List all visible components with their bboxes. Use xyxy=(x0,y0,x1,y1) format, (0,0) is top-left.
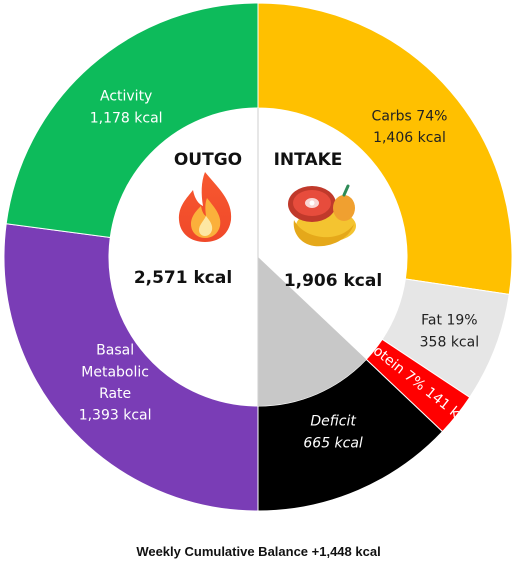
outgo-total: 2,571 kcal xyxy=(134,268,232,288)
intake-total: 1,906 kcal xyxy=(284,271,382,291)
label-activity: Activity 1,178 kcal xyxy=(90,89,163,127)
food-icon xyxy=(288,184,356,247)
label-fat: Fat 19% 358 kcal xyxy=(420,313,479,351)
outgo-heading: OUTGO xyxy=(174,150,242,170)
deficit-inner-wedge xyxy=(258,257,367,406)
intake-heading: INTAKE xyxy=(274,150,343,170)
slices-layer xyxy=(3,2,513,512)
deficit-inner-slice xyxy=(258,257,367,406)
label-bmr: Basal Metabolic Rate 1,393 kcal xyxy=(79,343,152,424)
fire-icon xyxy=(178,172,232,242)
chart-footer: Weekly Cumulative Balance +1,448 kcal xyxy=(136,544,381,559)
label-deficit: Deficit 665 kcal xyxy=(303,414,363,452)
label-carbs: Carbs 74% 1,406 kcal xyxy=(372,108,448,146)
